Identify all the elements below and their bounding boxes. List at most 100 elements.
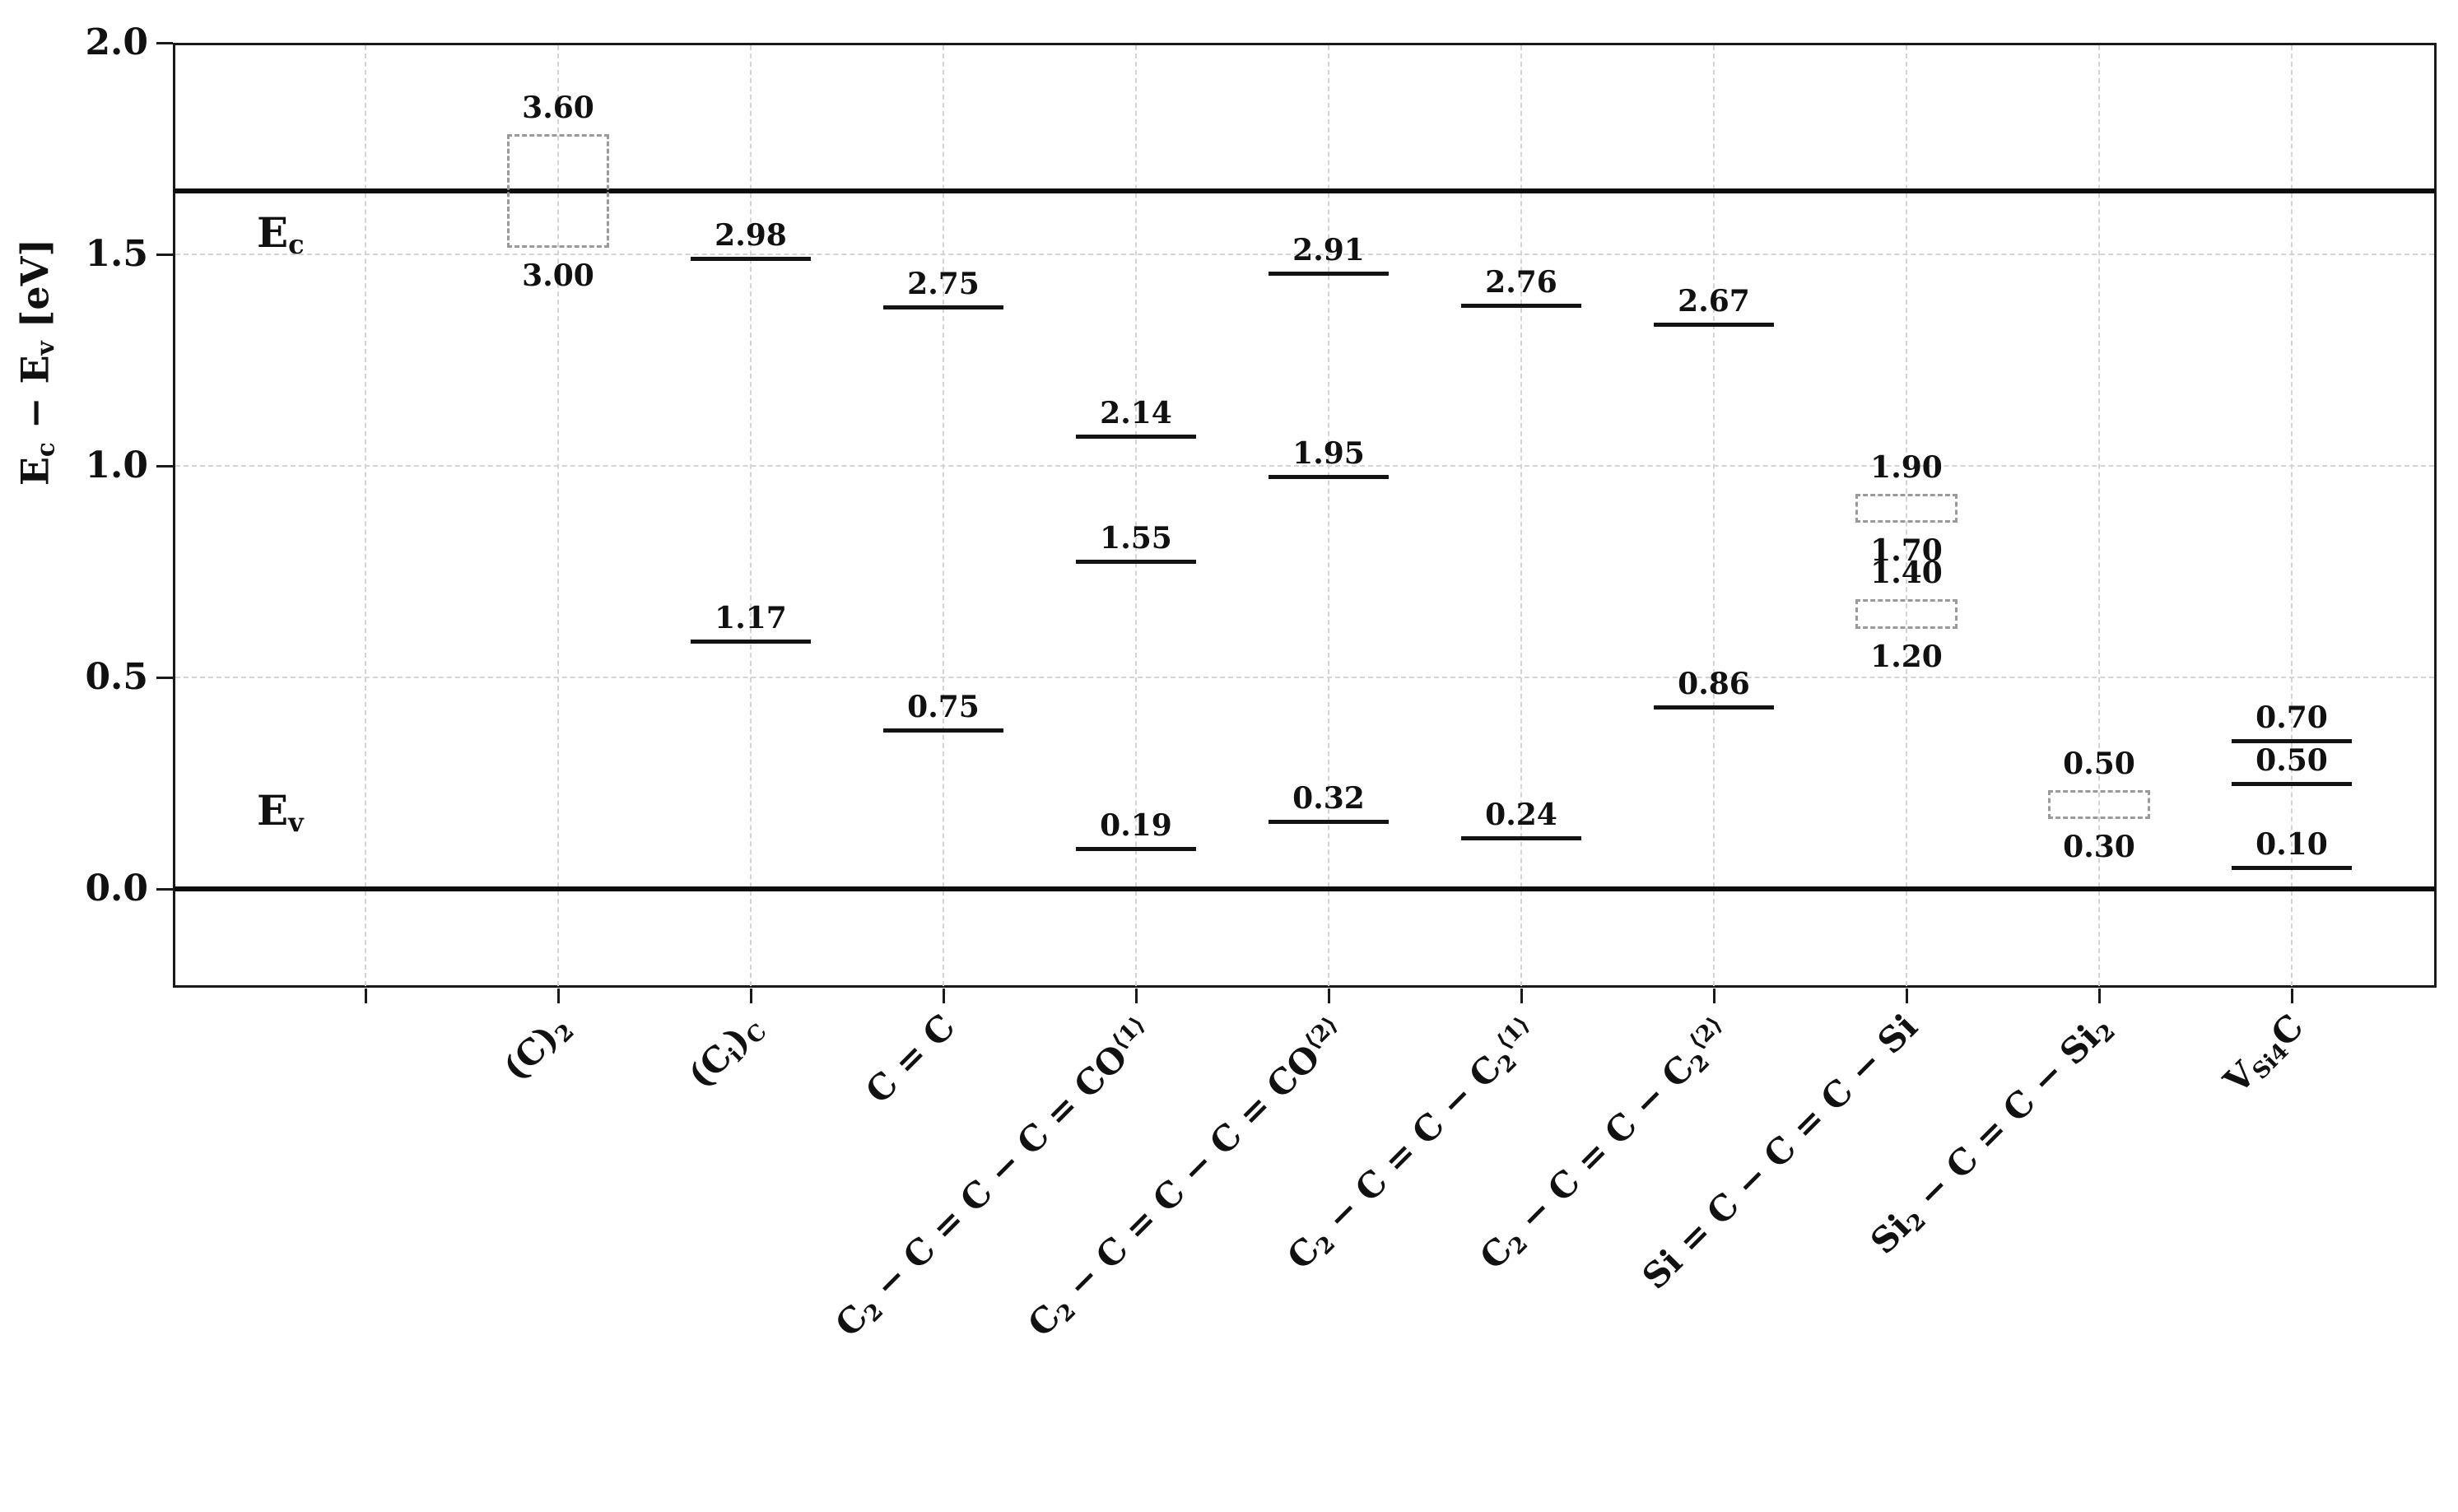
range-bottom-label-Si2-C=C-Si2: 0.30 <box>2063 830 2135 864</box>
level-line-(Ci)C <box>691 257 811 261</box>
x-tick-mark <box>1713 989 1715 1003</box>
x-label-(C)2: (C)2 <box>496 1007 584 1095</box>
x-label-(Ci)C: (Ci)C <box>680 1007 777 1103</box>
level-label-C2-C=C-C=CO<1>: 2.14 <box>1100 396 1172 430</box>
label-token: − C = C − C <box>1310 1047 1510 1247</box>
range-top-label-Si=C-C=C-Si: 1.40 <box>1870 556 1943 590</box>
x-gridline <box>557 45 559 986</box>
level-line-C2-C=C-C=CO<1> <box>1076 847 1196 851</box>
x-label-C2-C=C-C=CO<2>: C2 − C = C − C = CO⟨2⟩ <box>1016 1007 1360 1351</box>
x-tick-mark <box>1135 989 1138 1003</box>
level-line-VSi4C <box>2232 739 2352 743</box>
x-tick-mark <box>943 989 945 1003</box>
range-top-label-(C)2: 3.60 <box>522 91 594 125</box>
level-label-C2-C=C-C=CO<1>: 1.55 <box>1100 521 1172 556</box>
y-tick-mark <box>156 465 173 468</box>
range-box-Si2-C=C-Si2 <box>2048 790 2150 819</box>
level-label-C2-C=C-C2<2>: 0.86 <box>1678 667 1750 701</box>
x-gridline <box>750 45 752 986</box>
label-token: v <box>30 341 60 356</box>
x-gridline <box>2098 45 2100 986</box>
y-tick-label: 1.5 <box>85 233 148 275</box>
level-label-C=C: 0.75 <box>907 690 980 724</box>
level-line-C=C <box>883 305 1003 309</box>
level-label-VSi4C: 0.50 <box>2255 743 2328 778</box>
x-tick-mark <box>2098 989 2101 1003</box>
level-label-(Ci)C: 2.98 <box>715 218 787 253</box>
range-top-label-Si=C-C=C-Si: 1.90 <box>1870 450 1943 485</box>
label-token: v <box>288 807 304 838</box>
x-tick-mark <box>557 989 560 1003</box>
level-label-VSi4C: 0.10 <box>2255 827 2328 862</box>
x-label-C=C: C = C <box>857 1006 963 1112</box>
level-line-C2-C=C-C2<2> <box>1654 705 1774 709</box>
x-gridline <box>1135 45 1137 986</box>
x-label-VSi4C: VSi4C <box>2216 1007 2317 1108</box>
label-token: − E <box>12 355 58 443</box>
level-label-C2-C=C-C2<1>: 2.76 <box>1485 265 1557 300</box>
y-tick-mark <box>156 42 173 44</box>
range-bottom-label-Si=C-C=C-Si: 1.20 <box>1870 640 1943 674</box>
y-tick-mark <box>156 254 173 256</box>
x-gridline <box>1713 45 1715 986</box>
x-tick-mark <box>365 989 367 1003</box>
label-token: − C = C − Si <box>1900 1017 2108 1225</box>
range-bottom-label-Si=C-C=C-Si: 1.70 <box>1870 533 1943 568</box>
x-label-C2-C=C-C=CO<1>: C2 − C = C − C = CO⟨1⟩ <box>823 1007 1167 1351</box>
range-box-Si=C-C=C-Si <box>1855 494 1958 523</box>
x-gridline <box>943 45 944 986</box>
level-line-C2-C=C-C=CO<1> <box>1076 560 1196 564</box>
level-line-C2-C=C-C=CO<2> <box>1269 820 1389 824</box>
conduction-band-line <box>175 188 2435 193</box>
level-label-C2-C=C-C2<2>: 2.67 <box>1678 284 1750 319</box>
level-line-C2-C=C-C=CO<1> <box>1076 435 1196 439</box>
x-tick-mark <box>1328 989 1330 1003</box>
label-token: c <box>288 229 305 260</box>
conduction-band-label: Ec <box>257 211 305 267</box>
valence-band-line <box>175 886 2435 891</box>
y-gridline <box>175 254 2434 255</box>
range-box-(C)2 <box>507 134 609 248</box>
level-line-C2-C=C-C2<1> <box>1461 836 1581 840</box>
x-gridline <box>1520 45 1522 986</box>
y-tick-label: 2.0 <box>85 21 148 63</box>
label-token: E <box>257 786 289 835</box>
level-line-C2-C=C-C2<2> <box>1654 323 1774 327</box>
level-line-C2-C=C-C=CO<2> <box>1269 475 1389 479</box>
label-token: ⟨1⟩ <box>1492 1011 1535 1055</box>
label-token: ⟨2⟩ <box>1684 1011 1728 1055</box>
plot-frame <box>173 43 2437 988</box>
level-line-VSi4C <box>2232 782 2352 786</box>
level-label-C2-C=C-C2<1>: 0.24 <box>1485 798 1557 832</box>
label-token: C = C <box>857 1006 963 1112</box>
range-bottom-label-(C)2: 3.00 <box>522 258 594 293</box>
level-label-C2-C=C-C=CO<1>: 0.19 <box>1100 808 1172 843</box>
level-label-C2-C=C-C=CO<2>: 1.95 <box>1292 436 1365 471</box>
range-top-label-Si2-C=C-Si2: 0.50 <box>2063 747 2135 781</box>
y-tick-label: 0.0 <box>85 868 148 910</box>
level-label-C=C: 2.75 <box>907 267 980 301</box>
x-tick-mark <box>750 989 752 1003</box>
valence-band-label: Ev <box>257 789 304 844</box>
label-token: − C = C − C <box>1502 1047 1702 1247</box>
y-tick-mark <box>156 888 173 891</box>
x-gridline <box>365 45 366 986</box>
y-tick-label: 1.0 <box>85 444 148 486</box>
range-box-Si=C-C=C-Si <box>1855 599 1958 629</box>
y-tick-label: 0.5 <box>85 656 148 698</box>
x-tick-mark <box>1906 989 1908 1003</box>
y-gridline <box>175 677 2434 678</box>
level-line-C=C <box>883 728 1003 733</box>
y-gridline <box>175 465 2434 467</box>
level-line-C2-C=C-C2<1> <box>1461 304 1581 308</box>
level-line-VSi4C <box>2232 866 2352 870</box>
label-token: E <box>257 208 289 257</box>
level-line-(Ci)C <box>691 640 811 644</box>
level-label-(Ci)C: 1.17 <box>715 601 787 635</box>
x-gridline <box>1906 45 1907 986</box>
x-tick-mark <box>2291 989 2293 1003</box>
x-gridline <box>1328 45 1329 986</box>
x-gridline <box>2291 45 2293 986</box>
level-line-C2-C=C-C=CO<2> <box>1269 272 1389 276</box>
